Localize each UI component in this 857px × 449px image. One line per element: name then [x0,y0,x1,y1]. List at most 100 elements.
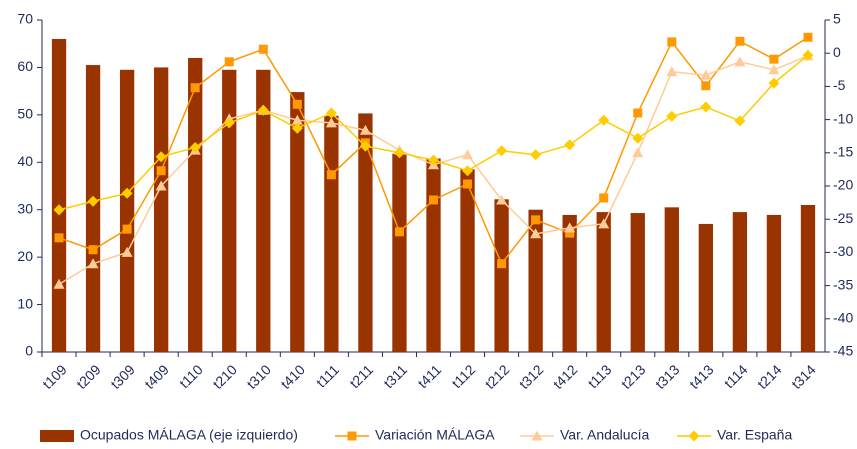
x-tick-label: t114 [721,361,751,391]
bar [800,204,816,352]
legend-label: Ocupados MÁLAGA (eje izquierdo) [80,427,298,443]
bar [290,92,305,352]
bar [698,223,713,352]
x-tick-label: t310 [243,361,274,392]
point [496,145,508,157]
bar [528,209,543,352]
bar [732,212,748,352]
point [530,149,542,161]
point [496,194,508,205]
point [598,218,610,229]
legend-marker [347,431,357,441]
point [156,166,166,176]
y2-tick-label: 5 [833,11,841,27]
x-tick-label: t413 [686,361,717,392]
y2-tick-label: -40 [833,310,853,326]
point [258,44,268,54]
x-tick-label: t111 [313,361,342,390]
bar [392,153,407,352]
point [599,193,609,203]
bar [358,113,373,352]
bar [426,158,441,352]
point [667,37,677,47]
x-tick-label: t210 [209,361,240,392]
point [53,204,65,216]
point [803,32,813,42]
x-tick-label: t313 [652,361,683,392]
point [700,69,712,80]
x-tick-label: t113 [585,361,615,391]
point [88,245,98,255]
point [462,149,474,160]
point [189,141,201,153]
point [769,54,779,64]
legend-label: Var. España [717,427,792,443]
point [598,114,610,126]
point [497,259,507,269]
point [291,114,303,125]
bar [596,212,611,352]
point [531,215,541,225]
x-tick-label: t312 [516,361,547,392]
point [768,64,780,75]
point [121,187,133,199]
point [734,56,746,67]
point [564,139,576,151]
legend-label: Variación MÁLAGA [375,427,495,443]
point [53,278,65,289]
bar [188,57,203,352]
point [768,77,780,89]
bar [664,207,679,352]
point [666,110,678,122]
x-tick-label: t112 [448,361,478,391]
y2-tick-label: 0 [833,44,841,60]
bar [119,69,135,353]
point [564,222,576,233]
point [735,36,745,46]
point [530,228,542,239]
point [87,258,99,269]
y2-tick-label: -45 [833,343,853,359]
point [155,151,167,163]
point [701,81,711,91]
x-tick-label: t409 [141,361,172,392]
x-tick-label: t214 [754,361,785,392]
point [394,227,404,237]
point [87,195,99,207]
x-tick-label: t412 [550,361,581,392]
point [632,132,644,144]
bar [51,38,67,352]
point [291,122,303,134]
legend-marker [688,430,700,442]
x-tick-label: t109 [39,361,70,392]
point [802,49,814,61]
x-tick-label: t209 [73,361,104,392]
x-tick-label: t212 [482,361,513,392]
point [223,117,235,129]
x-tick-label: t211 [346,361,376,391]
x-tick-label: t213 [618,361,649,392]
bar [766,214,782,352]
point [393,147,405,159]
bar [324,115,339,352]
y2-tick-label: -5 [833,77,846,93]
x-tick-label: t314 [788,361,819,392]
bar [562,214,577,352]
y-tick-label: 20 [17,248,33,264]
point [463,179,473,189]
y2-tick-label: -25 [833,210,853,226]
y-tick-label: 30 [17,200,33,216]
point [633,108,643,118]
x-tick-label: t311 [380,361,410,391]
bar [630,213,645,352]
point [359,124,371,135]
bar [460,169,475,352]
point [326,170,336,180]
point [734,115,746,127]
point [155,180,167,191]
legend-marker [531,430,543,441]
y2-tick-label: -10 [833,110,853,126]
point [121,246,133,257]
y-tick-label: 10 [17,295,33,311]
